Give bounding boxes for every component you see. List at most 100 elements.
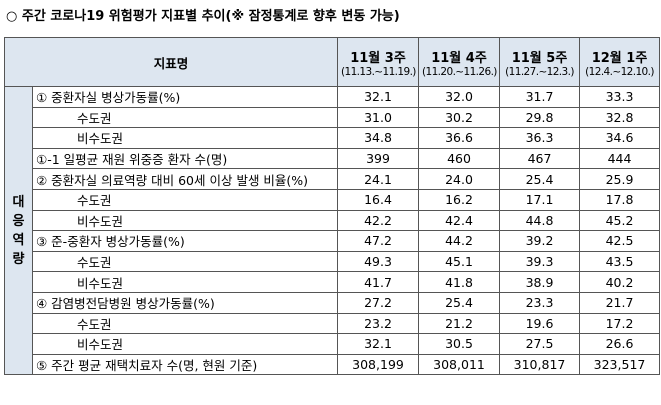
value-cell: 23.3 (499, 291, 581, 314)
header-cell: 12월 1주 (12.4.~12.10.) (579, 37, 661, 87)
value-cell: 32.1 (337, 333, 420, 355)
value-cell: 25.4 (418, 291, 501, 314)
value-cell: 24.1 (337, 168, 420, 190)
indicator-name: ② 중환자실 의료역량 대비 60세 이상 발생 비율(%) (31, 168, 339, 190)
table-row: 수도권 16.4 16.2 17.1 17.8 (5, 188, 661, 211)
indicator-table: 지표명 11월 3주 (11.13.~11.19.) 11월 4주 (11.20.~11… (3, 37, 661, 376)
value-cell: 32.0 (418, 86, 501, 108)
value-cell: 31.0 (337, 106, 420, 129)
table-row: ② 중환자실 의료역량 대비 60세 이상 발생 비율(%) 24.1 24.0 25… (5, 168, 661, 190)
table-row: ①-1 일평균 재원 위중증 환자 수(명) 399 460 467 444 (5, 147, 661, 170)
value-cell: 17.2 (579, 312, 661, 335)
table-row: 수도권 31.0 30.2 29.8 32.8 (5, 106, 661, 129)
table-row: ⑤ 주간 평균 재택치료자 수(명, 현원 기준) 308,199 308,011 3… (5, 353, 661, 376)
value-cell: 27.2 (337, 291, 420, 314)
date-range: (11.20.~11.26.) (422, 65, 497, 78)
indicator-name: ⑤ 주간 평균 재택치료자 수(명, 현원 기준) (31, 353, 339, 376)
indicator-name: 수도권 (31, 106, 339, 129)
value-cell: 39.2 (499, 230, 581, 252)
header-cell: 11월 4주 (11.20.~11.26.) (418, 37, 501, 87)
value-cell: 42.4 (418, 209, 501, 232)
value-cell: 36.6 (418, 127, 501, 149)
indicator-name: ③ 준-중환자 병상가동률(%) (31, 230, 339, 252)
indicator-name: ①-1 일평균 재원 위중증 환자 수(명) (31, 147, 339, 170)
value-cell: 32.8 (579, 106, 661, 129)
value-cell: 21.7 (579, 291, 661, 314)
value-cell: 41.8 (418, 271, 501, 293)
value-cell: 38.9 (499, 271, 581, 293)
table-row: 비수도권 41.7 41.8 38.9 40.2 (5, 271, 661, 293)
indicator-name: 비수도권 (31, 127, 339, 149)
table-row: 수도권 23.2 21.2 19.6 17.2 (5, 312, 661, 335)
value-cell: 42.2 (337, 209, 420, 232)
table-row: 대응역량 ① 중환자실 병상가동률(%) 32.1 32.0 31.7 33.3 (4, 85, 661, 376)
header-cell: 11월 5주 (11.27.~12.3.) (499, 37, 581, 87)
indicator-name: ① 중환자실 병상가동률(%) (31, 86, 339, 108)
value-cell: 25.4 (499, 168, 581, 190)
value-cell: 310,817 (499, 353, 581, 376)
table-row: ④ 감염병전담병원 병상가동률(%) 27.2 25.4 23.3 21.7 (5, 291, 661, 314)
value-cell: 47.2 (337, 230, 420, 252)
title: ○ 주간 코로나19 위험평가 지표별 추이(※ 잠정통계로 향후 변동 가능) (6, 9, 400, 24)
value-cell: 21.2 (418, 312, 501, 335)
header-cell: 지표명 (3, 37, 339, 87)
value-cell: 399 (337, 147, 420, 170)
value-cell: 45.1 (418, 250, 501, 273)
value-cell: 460 (418, 147, 501, 170)
header-cell: 11월 3주 (11.13.~11.19.) (337, 37, 420, 87)
value-cell: 30.5 (418, 333, 501, 355)
table-row: 비수도권 32.1 30.5 27.5 26.6 (5, 333, 661, 355)
value-cell: 19.6 (499, 312, 581, 335)
value-cell: 31.7 (499, 86, 581, 108)
value-cell: 43.5 (579, 250, 661, 273)
indicator-name: 수도권 (31, 250, 339, 273)
date-range: (11.27.~12.3.) (505, 65, 574, 78)
value-cell: 34.6 (579, 127, 661, 149)
indicator-name: 비수도권 (31, 271, 339, 293)
value-cell: 444 (579, 147, 661, 170)
value-cell: 308,199 (337, 353, 420, 376)
indicator-name: 수도권 (31, 312, 339, 335)
value-cell: 45.2 (579, 209, 661, 232)
value-cell: 34.8 (337, 127, 420, 149)
indicator-name: 수도권 (31, 188, 339, 211)
value-cell: 25.9 (579, 168, 661, 190)
value-cell: 44.2 (418, 230, 501, 252)
date-range: (12.4.~12.10.) (585, 65, 654, 78)
value-cell: 323,517 (579, 353, 661, 376)
value-cell: 49.3 (337, 250, 420, 273)
value-cell: 308,011 (418, 353, 501, 376)
table-row: 비수도권 42.2 42.4 44.8 45.2 (5, 209, 661, 232)
indicator-name: 비수도권 (31, 333, 339, 355)
value-cell: 39.3 (499, 250, 581, 273)
week: 11월 3주 (350, 50, 406, 66)
date-range: (11.13.~11.19.) (341, 65, 416, 78)
group-label: 대응역량 (4, 85, 33, 376)
value-cell: 29.8 (499, 106, 581, 129)
week: 11월 5주 (511, 50, 568, 66)
table-row: 수도권 49.3 45.1 39.3 43.5 (5, 250, 661, 273)
table-row: ③ 준-중환자 병상가동률(%) 47.2 44.2 39.2 42.5 (5, 230, 661, 252)
table-body: 대응역량 ① 중환자실 병상가동률(%) 32.1 32.0 31.7 33.3 수도권 31… (4, 85, 661, 376)
value-cell: 467 (499, 147, 581, 170)
value-cell: 16.4 (337, 188, 420, 211)
value-cell: 33.3 (579, 86, 661, 108)
value-cell: 40.2 (579, 271, 661, 293)
value-cell: 16.2 (418, 188, 501, 211)
header-row: 지표명 11월 3주 (11.13.~11.19.) 11월 4주 (11.20.~11… (3, 37, 661, 87)
indicator-name: 비수도권 (31, 209, 339, 232)
value-cell: 41.7 (337, 271, 420, 293)
value-cell: 44.8 (499, 209, 581, 232)
value-cell: 26.6 (579, 333, 661, 355)
week: 11월 4주 (431, 50, 487, 66)
value-cell: 27.5 (499, 333, 581, 355)
week: 12월 1주 (591, 50, 648, 66)
value-cell: 42.5 (579, 230, 661, 252)
value-cell: 17.1 (499, 188, 581, 211)
value-cell: 36.3 (499, 127, 581, 149)
value-cell: 32.1 (337, 86, 420, 108)
value-cell: 17.8 (579, 188, 661, 211)
value-cell: 30.2 (418, 106, 501, 129)
value-cell: 24.0 (418, 168, 501, 190)
